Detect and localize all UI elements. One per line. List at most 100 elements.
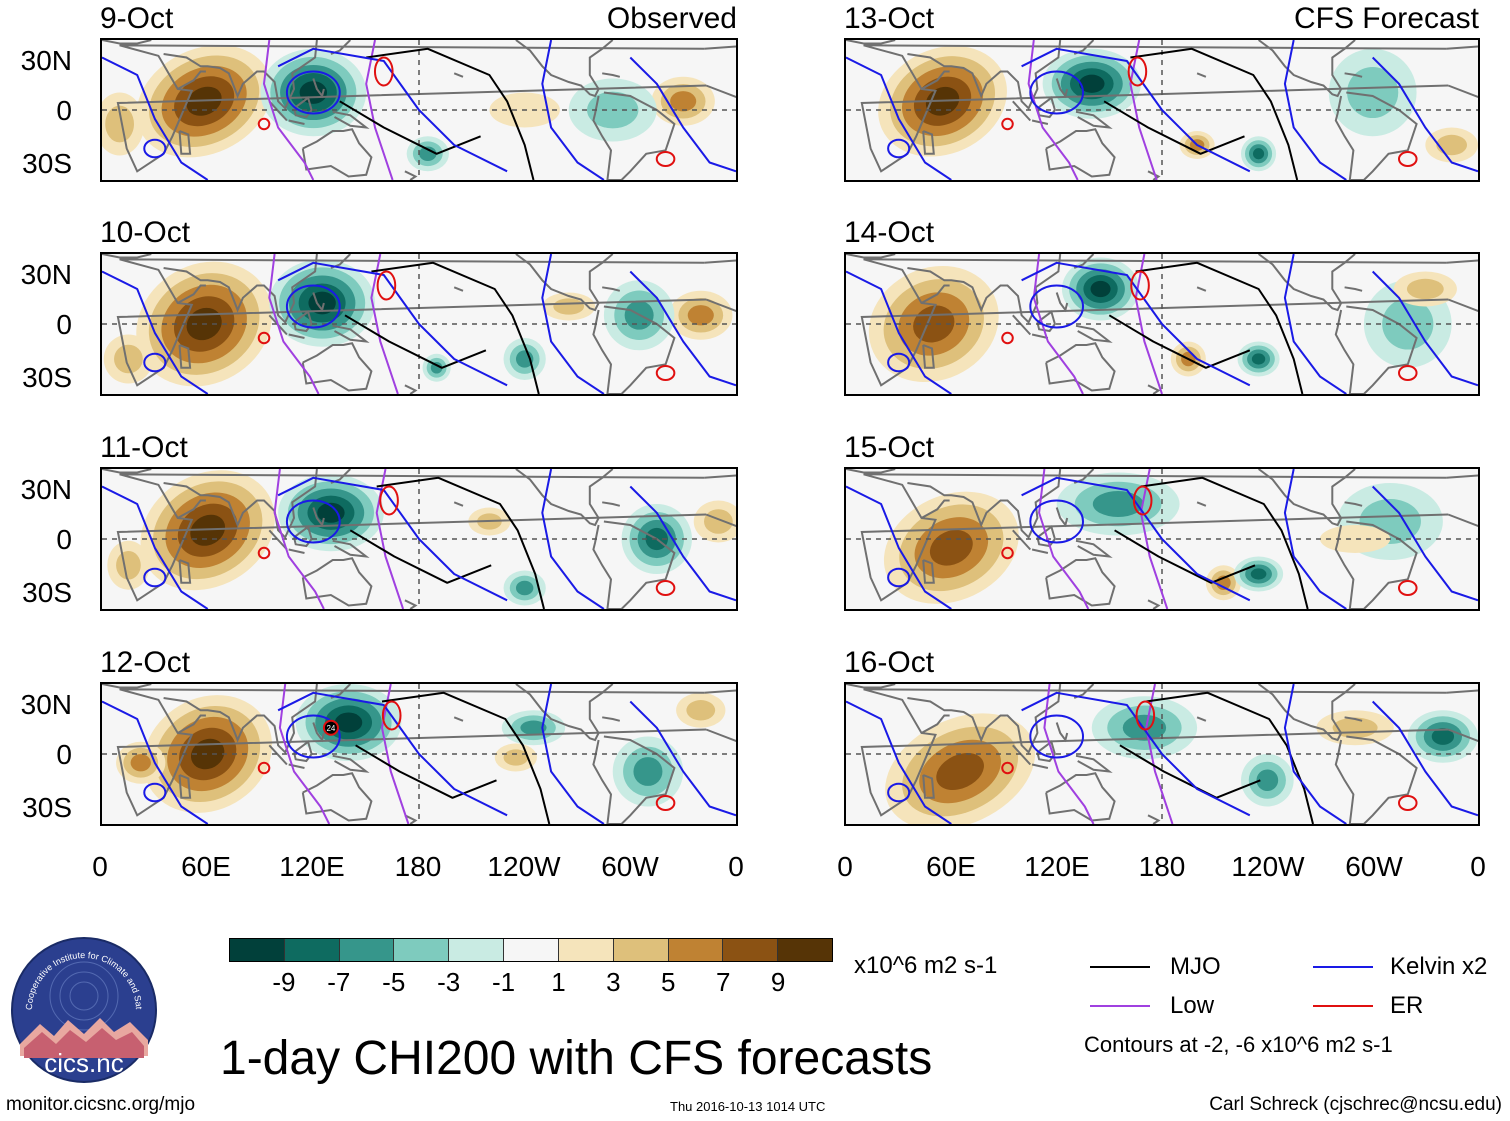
colorbar-tick-label: 3 — [606, 967, 621, 997]
coastlines — [846, 254, 1478, 394]
positive-anomaly-blob — [686, 700, 716, 721]
coastline-path — [1075, 110, 1113, 129]
er-contour — [1001, 546, 1014, 560]
y-tick-0: 0 — [56, 739, 72, 770]
coastline-path — [178, 344, 192, 369]
low-contour — [370, 254, 399, 394]
coastline-path — [178, 774, 192, 799]
x-tick-left-180: 180 — [394, 851, 442, 882]
x-tick-left-360: 0 — [728, 851, 744, 882]
low-contour — [365, 40, 394, 180]
kelvin-contour — [1371, 485, 1478, 602]
y-tick-30n: 30N — [20, 45, 72, 76]
coastline-path — [453, 72, 464, 78]
coastline-path — [1344, 286, 1363, 292]
coastline-path — [1258, 40, 1356, 98]
negative-anomaly-blob — [334, 712, 363, 733]
coastline-path — [116, 473, 707, 602]
kelvin-contour — [887, 782, 911, 803]
er-contour — [1127, 56, 1148, 87]
kelvin-contour — [143, 352, 167, 373]
negative-anomaly-blob — [1122, 714, 1167, 741]
kelvin-contour — [1283, 40, 1347, 180]
low-contour — [375, 469, 405, 609]
coastline-path — [1012, 100, 1032, 122]
panel-date-right-2: 15-Oct — [844, 431, 935, 464]
negative-anomaly-blob — [1250, 568, 1267, 580]
coastline-path — [312, 507, 325, 528]
colorbar-tick-label: 9 — [770, 967, 786, 997]
positive-anomaly-blob — [105, 105, 134, 143]
colorbar-swatch — [394, 939, 450, 961]
coastline-path — [602, 72, 621, 78]
er-contour — [1130, 270, 1150, 301]
colorbar-swatch — [668, 939, 724, 961]
coastline-path — [178, 130, 192, 155]
kelvin-contour — [1371, 700, 1478, 817]
kelvin-contour — [1283, 469, 1347, 609]
coastline-path — [921, 714, 950, 734]
kelvin-contour — [887, 138, 911, 159]
kelvin-contour — [887, 567, 911, 588]
storm-marker: 24 — [322, 719, 339, 736]
coastline-path — [1147, 170, 1161, 180]
positive-anomaly-blob — [190, 738, 225, 770]
coastline-path — [602, 716, 621, 722]
coastline-path — [312, 722, 325, 743]
negative-anomaly-blob — [633, 757, 663, 786]
coastline-path — [1344, 72, 1363, 78]
er-contour — [379, 485, 399, 516]
coastline-path — [178, 559, 192, 584]
coastline-path — [1045, 772, 1116, 822]
kelvin-contour — [277, 47, 508, 173]
svg-text:24: 24 — [326, 724, 335, 733]
panel-date-right-3: 16-Oct — [844, 646, 935, 679]
coastline-path — [921, 284, 950, 304]
colorbar-tick-label: 5 — [661, 967, 676, 997]
er-contour — [1398, 580, 1418, 596]
er-contour — [655, 795, 676, 811]
footer-author: Carl Schreck (cjschrec@ncsu.edu) — [1209, 1094, 1502, 1115]
kelvin-contour — [541, 40, 605, 180]
map-panel-13-oct — [844, 38, 1480, 182]
kelvin-contour — [541, 469, 605, 609]
coastline-path — [404, 170, 418, 180]
coastline-path — [102, 254, 152, 259]
coastline-path — [1258, 254, 1356, 312]
kelvin-contour — [102, 270, 209, 394]
coastline-path — [301, 342, 373, 392]
er-contour — [376, 270, 397, 301]
low-contour — [1043, 684, 1095, 824]
kelvin-contour — [143, 567, 167, 588]
kelvin-contour — [629, 270, 736, 387]
er-contour — [257, 331, 271, 345]
coastline-path — [312, 78, 325, 99]
coastline-path — [332, 754, 370, 773]
colorbar-tick-label: -7 — [327, 967, 351, 997]
er-contour — [257, 117, 271, 131]
er-contour — [1001, 331, 1014, 345]
kelvin-contour — [102, 56, 209, 180]
panel-date-left-2: 11-Oct — [100, 431, 188, 464]
map-panel-12-oct: 24 — [100, 682, 738, 826]
x-tick-right-120w: 120W — [1231, 851, 1305, 882]
coastline-path — [1147, 599, 1161, 609]
negative-anomaly-blob — [1431, 728, 1455, 745]
coastline-path — [860, 258, 1449, 387]
negative-anomaly-blob — [1347, 66, 1399, 119]
coastline-path — [1012, 314, 1032, 336]
positive-anomaly-blob — [670, 91, 697, 112]
coastline-path — [1075, 539, 1113, 558]
coastline-path — [268, 529, 288, 551]
positive-anomaly-blob — [1436, 134, 1468, 156]
coastline-path — [404, 599, 418, 609]
y-tick-0: 0 — [56, 524, 72, 555]
negative-anomaly-blob — [419, 146, 437, 161]
kelvin-contour — [846, 270, 952, 394]
footer-url[interactable]: monitor.cicsnc.org/mjo — [6, 1094, 196, 1115]
mjo-contour — [355, 744, 497, 799]
colorbar-tick-label: -9 — [272, 967, 296, 997]
y-tick-30n: 30N — [20, 474, 72, 505]
kelvin-contour — [846, 56, 952, 180]
kelvin-contour — [277, 691, 508, 817]
